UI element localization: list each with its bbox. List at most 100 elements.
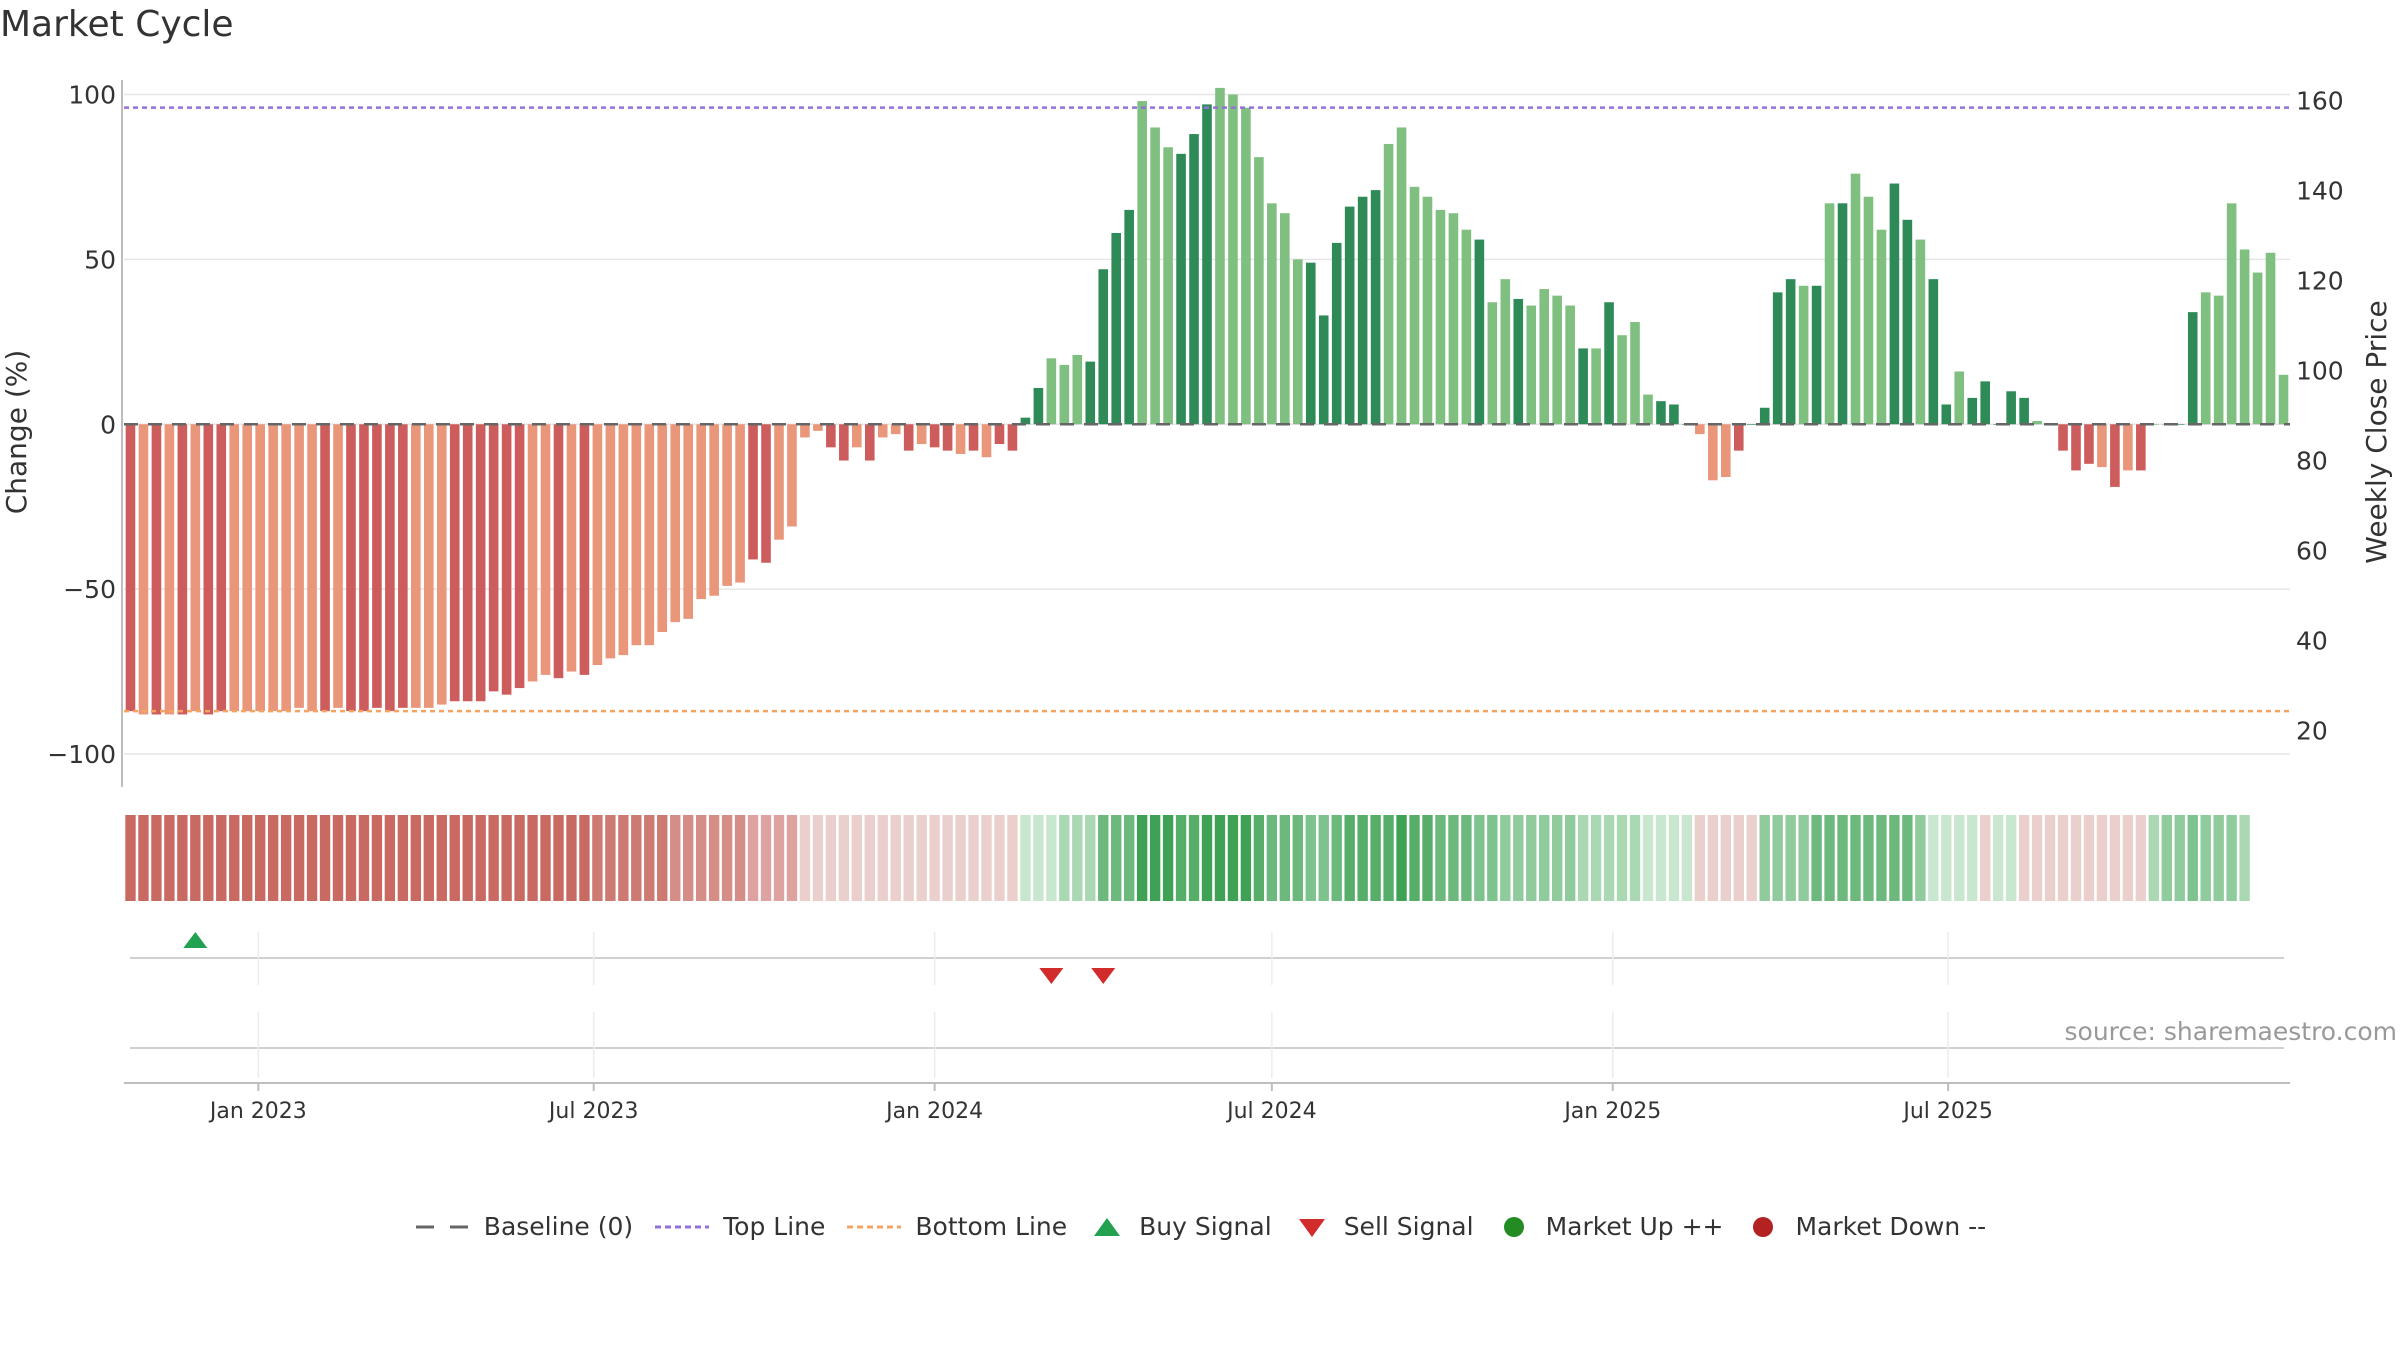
change-bar xyxy=(1746,424,1757,425)
change-bar xyxy=(164,424,175,715)
change-bar xyxy=(657,424,668,633)
band-cell xyxy=(1253,815,1265,901)
legend-item-market-down[interactable]: Market Down -- xyxy=(1743,1212,1986,1241)
change-bar xyxy=(2226,203,2237,425)
change-bar xyxy=(333,424,343,708)
change-bar xyxy=(1487,302,1498,425)
band-cell xyxy=(760,815,772,901)
y2-tick-label: 40 xyxy=(2296,627,2328,656)
change-bar xyxy=(501,424,512,695)
band-cell xyxy=(1331,815,1342,901)
y2-tick-label: 100 xyxy=(2296,357,2344,386)
band-cell xyxy=(1629,815,1641,901)
change-bar xyxy=(1435,209,1446,425)
legend-item-top-line[interactable]: Top Line xyxy=(653,1212,825,1241)
y2-tick-label: 160 xyxy=(2296,87,2344,116)
band-cell xyxy=(747,815,759,901)
x-tick-label: Jan 2025 xyxy=(1562,1099,1661,1124)
sell-signal-marker xyxy=(1091,968,1116,984)
band-cell xyxy=(553,815,564,901)
band-cell xyxy=(371,815,383,901)
band-cell xyxy=(786,815,798,901)
band-cell xyxy=(955,815,966,901)
band-cell xyxy=(2161,815,2172,901)
change-bar xyxy=(1526,305,1537,425)
change-bar xyxy=(1591,348,1601,425)
x-tick-label: Jan 2024 xyxy=(884,1099,983,1124)
change-bar xyxy=(1474,239,1485,425)
change-bar xyxy=(2032,420,2042,425)
change-bar xyxy=(994,424,1005,445)
change-bar xyxy=(605,424,616,659)
y-tick-label: 0 xyxy=(100,410,116,439)
band-cell xyxy=(799,815,811,901)
change-bar xyxy=(553,424,564,679)
change-bar xyxy=(1241,107,1251,425)
change-bar xyxy=(1708,424,1718,481)
chart-title: Market Cycle xyxy=(0,4,234,45)
change-bar xyxy=(2019,397,2029,425)
change-bar xyxy=(1150,127,1160,425)
y-tick-label: −50 xyxy=(63,575,116,604)
x-axis: Jan 2023 Jul 2023 Jan 2024 Jul 2024 Jan 2025… xyxy=(124,932,2290,1124)
change-bar xyxy=(1721,424,1731,478)
band-cell xyxy=(1357,815,1368,901)
band-cell xyxy=(488,815,499,901)
band-cell xyxy=(345,815,357,901)
band-cell xyxy=(164,815,175,901)
y2-tick-label: 120 xyxy=(2296,267,2344,296)
legend-item-sell-signal[interactable]: Sell Signal xyxy=(1292,1212,1474,1241)
band-cell xyxy=(138,815,149,901)
change-bar xyxy=(1656,401,1666,425)
band-cell xyxy=(994,815,1005,901)
change-bar xyxy=(1980,381,1991,425)
legend-item-bottom-line[interactable]: Bottom Line xyxy=(845,1212,1067,1241)
change-bar xyxy=(307,424,317,712)
band-cell xyxy=(1500,815,1511,901)
change-bar xyxy=(462,424,473,702)
dotted-line-icon xyxy=(655,1225,710,1228)
band-cell xyxy=(332,815,344,901)
band-cell xyxy=(1162,815,1174,901)
change-bar xyxy=(1928,279,1939,425)
band-cell xyxy=(1539,815,1550,901)
change-bar xyxy=(2239,249,2250,425)
change-bar xyxy=(1254,157,1264,425)
change-bar xyxy=(631,424,642,646)
change-bar xyxy=(618,424,629,656)
change-bar xyxy=(696,424,706,600)
change-bar xyxy=(411,424,421,708)
band-cell xyxy=(1085,815,1096,901)
legend-label-bottom-line: Bottom Line xyxy=(915,1212,1068,1241)
change-bar xyxy=(2174,424,2185,425)
change-bar xyxy=(527,424,538,682)
band-cell xyxy=(1954,815,1965,901)
band-cell xyxy=(1902,815,1913,901)
change-bar xyxy=(877,424,888,438)
legend-label-baseline: Baseline (0) xyxy=(483,1212,634,1241)
change-bar xyxy=(1539,289,1550,425)
change-bar xyxy=(423,424,434,708)
change-bar xyxy=(294,424,304,708)
band-cell xyxy=(721,815,733,901)
legend-item-baseline[interactable]: Baseline (0) xyxy=(414,1212,633,1241)
legend-item-buy-signal[interactable]: Buy Signal xyxy=(1087,1212,1272,1241)
change-bar xyxy=(709,424,719,596)
band-cell xyxy=(2226,815,2237,901)
change-bar xyxy=(242,424,253,712)
band-cell xyxy=(1746,815,1757,901)
band-cell xyxy=(644,815,655,901)
change-bar xyxy=(151,424,162,715)
change-bar xyxy=(1617,335,1627,425)
band-cell xyxy=(1824,815,1835,901)
change-bar xyxy=(1176,153,1186,425)
change-bar xyxy=(2252,272,2263,425)
band-cell xyxy=(1720,815,1731,901)
legend-item-market-up[interactable]: Market Up ++ xyxy=(1494,1212,1723,1241)
band-cell xyxy=(1694,815,1706,901)
band-cell xyxy=(1175,815,1187,901)
change-bar xyxy=(1124,209,1134,425)
change-bar xyxy=(1669,404,1679,425)
change-bar xyxy=(1163,147,1173,425)
change-bar xyxy=(1422,196,1433,425)
